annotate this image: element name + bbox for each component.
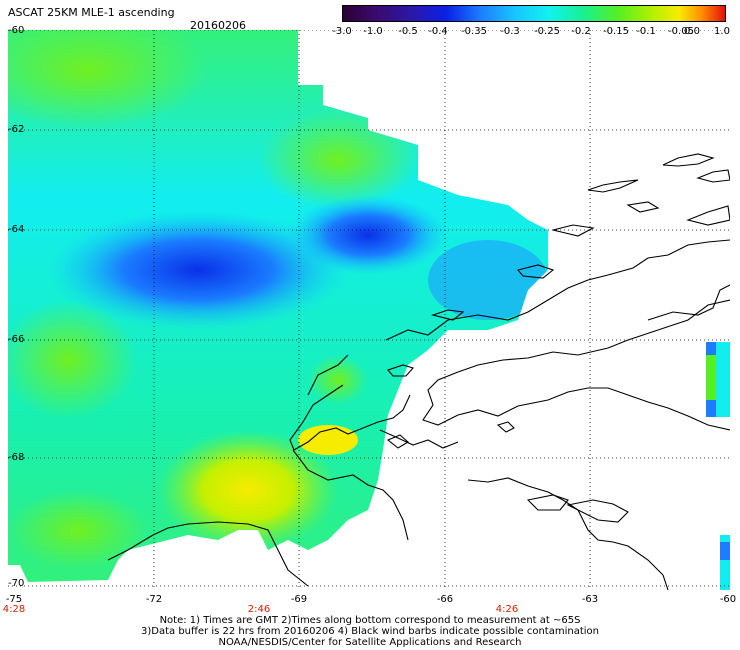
lon-label: -63 xyxy=(581,594,599,605)
colorbar-label: -0.5 xyxy=(398,26,418,37)
colorbar-label: -0.1 xyxy=(636,26,656,37)
graticule xyxy=(8,30,730,590)
time-label: 2:46 xyxy=(247,604,271,615)
note-line: Note: 1) Times are GMT 2)Times along bot… xyxy=(159,615,581,626)
coastlines xyxy=(107,153,730,590)
lon-label: -60 xyxy=(719,594,737,605)
lon-label: -75 xyxy=(5,594,23,605)
scatterometer-map xyxy=(8,30,730,590)
note-line: 3)Data buffer is 22 hrs from 20160206 4)… xyxy=(141,626,599,637)
colorbar-label: 1.0 xyxy=(714,26,730,37)
data-swath xyxy=(8,30,548,582)
time-label: 4:28 xyxy=(2,604,26,615)
lon-label: -69 xyxy=(290,594,308,605)
colorbar-label: -0.25 xyxy=(534,26,560,37)
colorbar-label: -3.0 xyxy=(332,26,352,37)
colorbar-label: -0.2 xyxy=(571,26,591,37)
footer-notes: Note: 1) Times are GMT 2)Times along bot… xyxy=(0,615,740,648)
time-label: 4:26 xyxy=(495,604,519,615)
right-swath-edge xyxy=(706,342,730,590)
colorbar xyxy=(342,5,726,22)
lon-label: -72 xyxy=(145,594,163,605)
lon-label: -66 xyxy=(436,594,454,605)
map-date: 20160206 xyxy=(190,19,246,32)
colorbar-label: -1.0 xyxy=(363,26,383,37)
colorbar-label: -0.35 xyxy=(461,26,487,37)
colorbar-label: -0.05 xyxy=(668,26,694,37)
colorbar-label: -0.4 xyxy=(428,26,448,37)
note-line: NOAA/NESDIS/Center for Satellite Applica… xyxy=(218,637,522,648)
colorbar-labels: -3.0 -1.0 -0.5 -0.4 -0.35 -0.3 -0.25 -0.… xyxy=(330,26,730,38)
map-title: ASCAT 25KM MLE-1 ascending xyxy=(8,6,175,19)
colorbar-label: -0.3 xyxy=(500,26,520,37)
colorbar-label: 0.0 xyxy=(684,26,700,37)
colorbar-label: -0.15 xyxy=(603,26,629,37)
